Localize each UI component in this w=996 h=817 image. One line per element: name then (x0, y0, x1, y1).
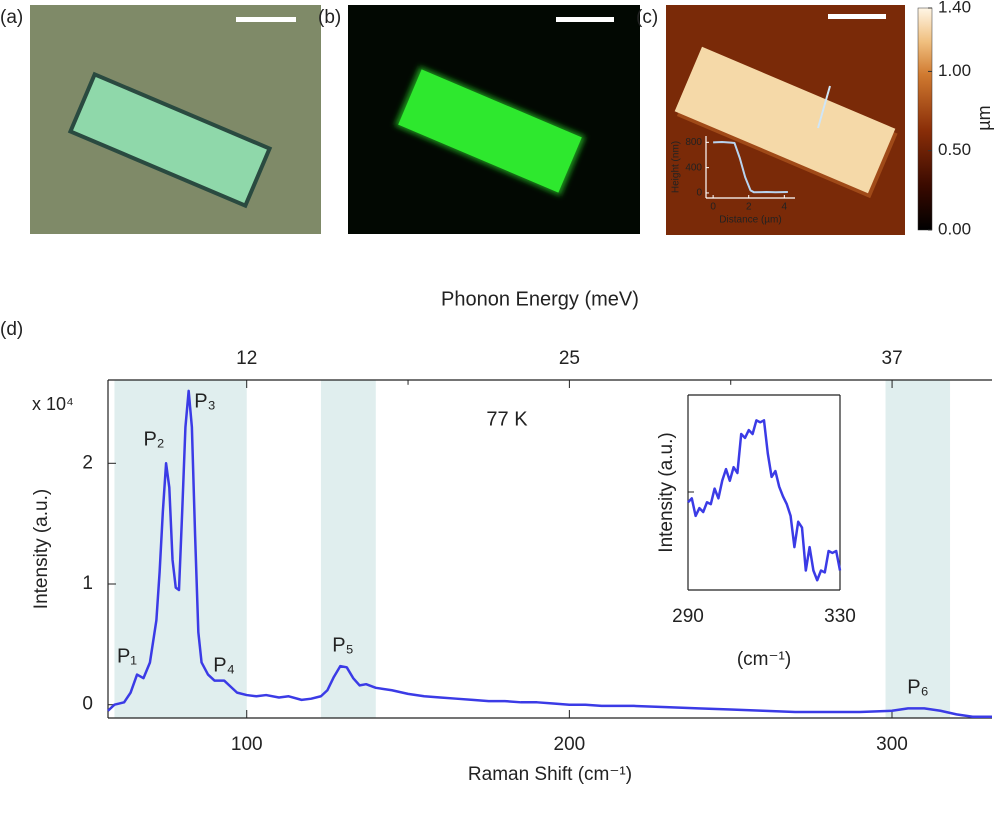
x2-tick-label: 12 (236, 348, 257, 369)
x-tick-label: 100 (231, 734, 263, 755)
peak-label: P₁ (117, 645, 137, 667)
x-tick-label: 330 (824, 606, 856, 627)
pl-image (348, 5, 640, 234)
y-multiplier: x 10⁴ (32, 394, 74, 414)
panel-label: (d) (0, 319, 23, 340)
y-tick-label: 400 (685, 162, 702, 173)
data-line (107, 389, 992, 719)
colorbar-tick-label: 1.40 (938, 0, 971, 16)
y-axis-title: Intensity (a.u.) (656, 432, 677, 552)
x-tick-label: 4 (782, 202, 788, 213)
colorbar-label: µm (974, 105, 994, 130)
annotation: 77 K (486, 408, 528, 430)
colorbar-tick-label: 1.00 (938, 61, 971, 80)
panel-label: (a) (0, 7, 23, 28)
x-axis-title: Distance (µm) (719, 215, 781, 226)
data-line (687, 419, 842, 582)
colorbar-tick-label: 0.00 (938, 219, 971, 238)
y-tick-label: 2 (82, 452, 93, 473)
x2-axis-title: Phonon Energy (meV) (441, 288, 639, 310)
peak-label: P₄ (213, 654, 235, 676)
x-axis-title: (cm⁻¹) (737, 649, 791, 670)
x-tick-label: 290 (672, 606, 704, 627)
colorbar-tick-label: 0.50 (938, 140, 971, 159)
peak-label: P₆ (907, 676, 928, 698)
peak-label: P₃ (194, 390, 215, 412)
y-tick-label: 0 (82, 694, 93, 715)
y-axis-title: Height (nm) (671, 141, 682, 193)
x-tick-label: 300 (876, 734, 908, 755)
y-tick-label: 800 (685, 137, 702, 148)
x-axis-title: Raman Shift (cm⁻¹) (468, 764, 632, 785)
x-tick-label: 0 (710, 202, 716, 213)
panel-label: (b) (318, 7, 341, 28)
y-tick-label: 1 (82, 573, 93, 594)
optical-image (30, 5, 321, 234)
x-tick-label: 200 (554, 734, 586, 755)
colorbar (917, 7, 933, 231)
y-tick-label: 0 (696, 188, 702, 199)
y-axis-title: Intensity (a.u.) (31, 489, 52, 609)
shaded-region (885, 380, 951, 718)
x2-tick-label: 25 (559, 348, 580, 369)
peak-label: P₂ (143, 428, 164, 450)
data-line (713, 141, 788, 194)
peak-label: P₅ (332, 634, 353, 656)
shaded-region (320, 380, 376, 718)
x2-tick-label: 37 (882, 348, 903, 369)
afm-image (666, 5, 905, 235)
x-tick-label: 2 (746, 202, 752, 213)
panel-label: (c) (636, 7, 658, 28)
